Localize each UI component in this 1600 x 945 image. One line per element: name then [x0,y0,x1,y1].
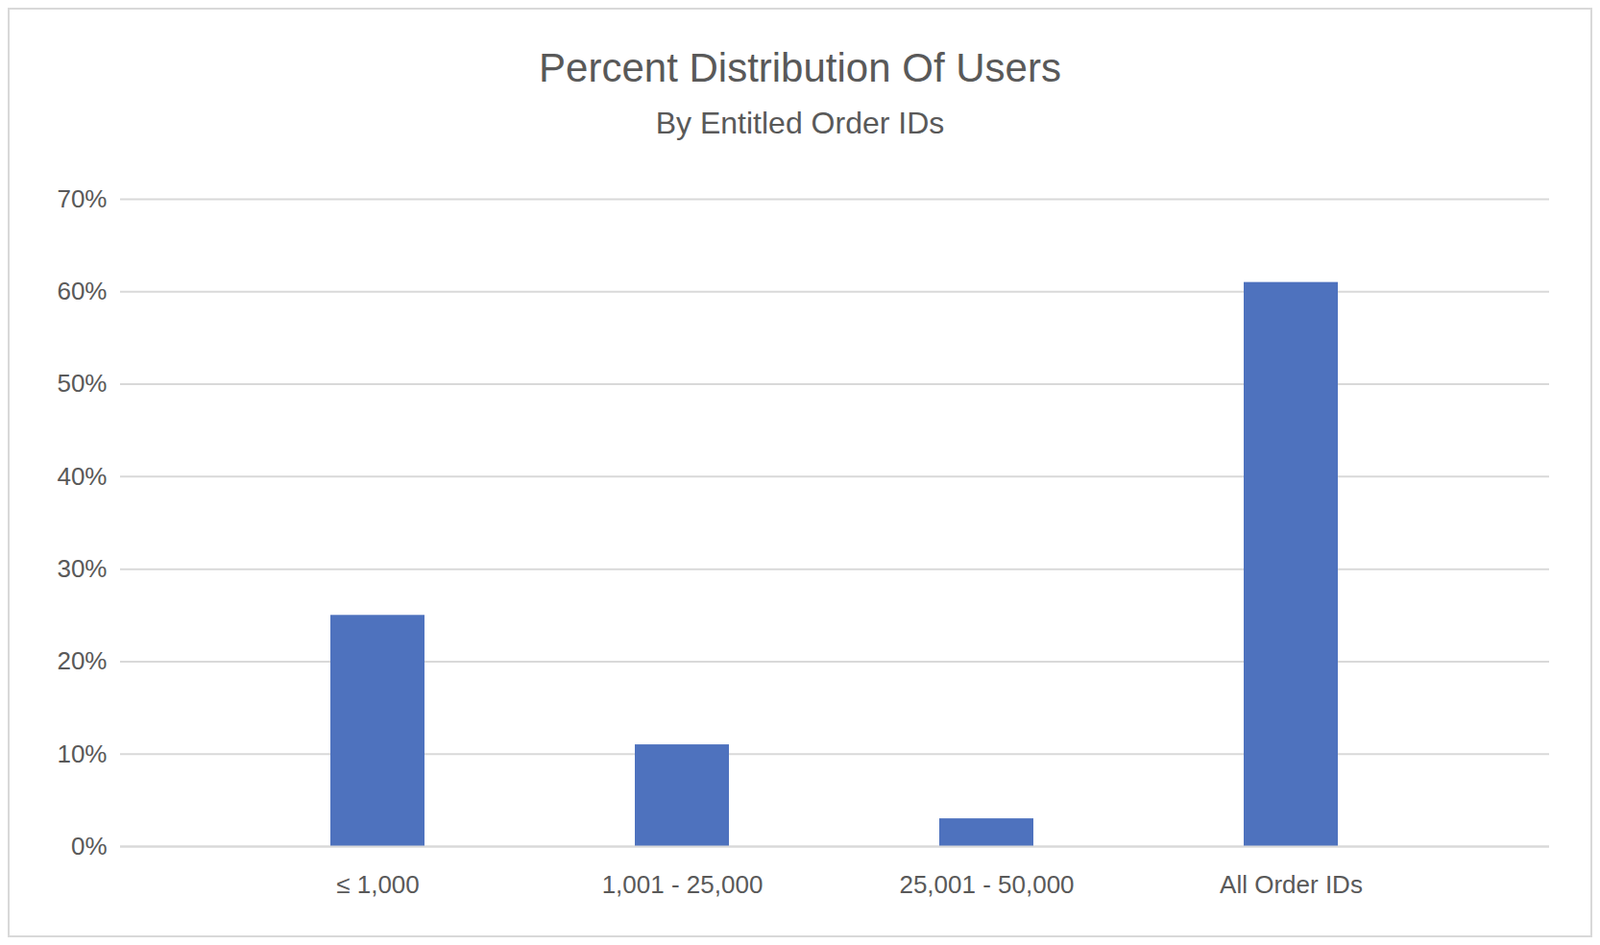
svg-text:30%: 30% [56,554,107,583]
svg-text:70%: 70% [56,184,107,214]
svg-text:20%: 20% [56,646,107,676]
svg-text:0%: 0% [71,831,108,861]
svg-text:All Order IDs: All Order IDs [1219,870,1363,899]
svg-text:25,001 - 50,000: 25,001 - 50,000 [898,870,1074,899]
svg-text:10%: 10% [56,739,107,769]
html-text:Percent Distribution Of Users: Percent Distribution Of Users [538,45,1062,91]
svg-text:60%: 60% [56,276,107,306]
html-text:By Entitled Order IDs: By Entitled Order IDs [655,105,945,141]
svg-text:≤ 1,000: ≤ 1,000 [336,870,420,899]
svg-text:1,001 - 25,000: 1,001 - 25,000 [602,870,764,899]
svg-text:50%: 50% [56,368,107,398]
svg-text:40%: 40% [56,461,107,491]
